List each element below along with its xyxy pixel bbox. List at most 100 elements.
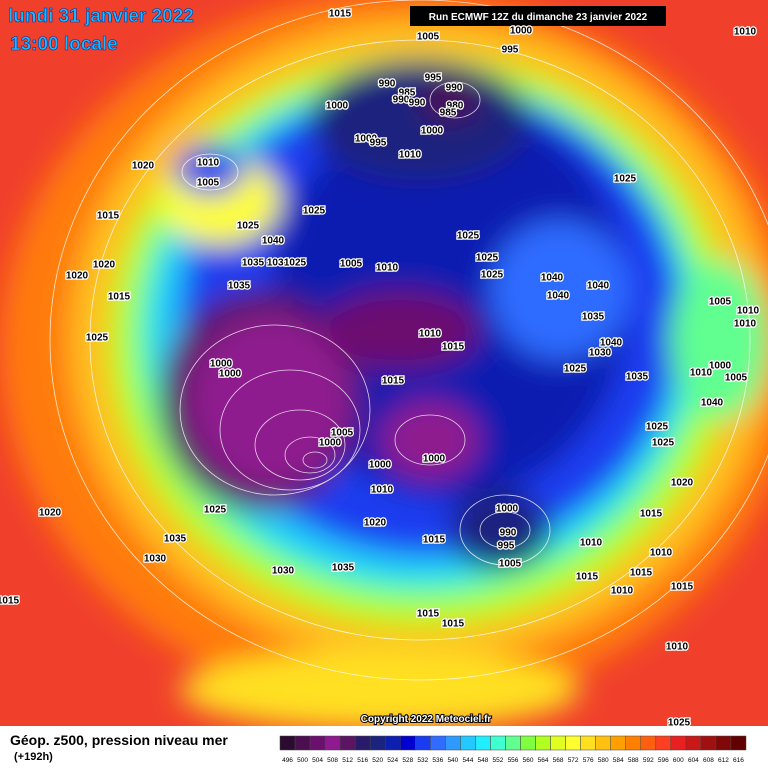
color-swatch [565, 735, 581, 751]
isobar-label: 1025 [646, 422, 669, 433]
isobar-label: 1010 [690, 368, 713, 379]
color-swatch [279, 735, 296, 751]
isobar-label: 1015 [671, 582, 694, 593]
isobar-label: 1030 [144, 554, 167, 565]
isobar-label: 1015 [423, 535, 446, 546]
isobar-label: 1035 [164, 534, 187, 545]
isobar-label: 1025 [237, 221, 260, 232]
isobar-label: 1005 [709, 297, 732, 308]
isobar-label: 1000 [709, 361, 732, 372]
legend-title: Géop. z500, pression niveau mer [10, 732, 228, 748]
isobar-label: 1025 [284, 258, 307, 269]
isobar-label: 1000 [496, 504, 519, 515]
isobar-label: 1015 [417, 609, 440, 620]
color-swatch [400, 735, 416, 751]
isobar-label: 990 [500, 528, 517, 539]
isobar-label: 1000 [510, 26, 533, 37]
isobar-label: 1005 [725, 373, 748, 384]
isobar-label: 1000 [210, 359, 233, 370]
color-swatch [490, 735, 506, 751]
run-box [410, 6, 666, 26]
isobar-label: 995 [370, 138, 387, 149]
color-swatch [520, 735, 536, 751]
isobar-label: 1005 [499, 559, 522, 570]
isobar-label: 1025 [652, 438, 675, 449]
color-tick-label: 616 [733, 757, 744, 764]
isobar-label: 1010 [419, 329, 442, 340]
isobar-label: 1020 [66, 271, 89, 282]
color-tick-label: 564 [538, 757, 549, 764]
isobar-label: 1010 [734, 319, 757, 330]
isobar-label: 1020 [39, 508, 62, 519]
color-tick-label: 500 [297, 757, 308, 764]
isobar-label: 1030 [272, 566, 295, 577]
color-swatch [700, 735, 717, 751]
isobar-label: 1015 [442, 342, 465, 353]
color-tick-label: 508 [327, 757, 338, 764]
isobar-label: 1015 [108, 292, 131, 303]
color-swatch [294, 735, 311, 751]
isobar-label: 1010 [611, 586, 634, 597]
isobar-label: 990 [446, 83, 463, 94]
color-swatch [445, 735, 461, 751]
color-tick-label: 604 [688, 757, 699, 764]
isobar-label: 1000 [219, 369, 242, 380]
isobar-label: 1040 [600, 338, 623, 349]
isobar-label: 1040 [587, 281, 610, 292]
color-tick-label: 612 [718, 757, 729, 764]
isobar-label: 1015 [0, 596, 20, 607]
color-swatch [595, 735, 611, 751]
color-swatch [415, 735, 431, 751]
color-swatch [655, 735, 672, 751]
isobar-label: 1040 [262, 236, 285, 247]
isobar-label: 1020 [93, 260, 116, 271]
isobar-label: 1005 [331, 428, 354, 439]
isobar-label: 1025 [481, 270, 504, 281]
color-swatch [550, 735, 566, 751]
color-swatch [670, 735, 687, 751]
isobar-label: 1035 [626, 372, 649, 383]
isobar-label: 1000 [369, 460, 392, 471]
copyright: Copyright 2022 Meteociel.fr [361, 714, 492, 725]
color-tick-label: 556 [508, 757, 519, 764]
color-swatch [730, 735, 747, 751]
isobar-label: 1005 [340, 259, 363, 270]
color-swatch [505, 735, 521, 751]
color-bar: 496 500 504 508 512 516 520 524 528 532 536 540 544 5… [279, 735, 747, 764]
color-tick-label: 584 [613, 757, 624, 764]
color-swatch [625, 735, 642, 751]
isobar-label: 1000 [423, 454, 446, 465]
isobar-label: 1025 [614, 174, 637, 185]
color-tick-label: 560 [523, 757, 534, 764]
isobar-label: 1010 [371, 485, 394, 496]
color-tick-label: 576 [583, 757, 594, 764]
field [0, 0, 768, 726]
isobar-label: 1005 [417, 32, 440, 43]
isobar-label: 990 [409, 98, 426, 109]
isobar-label: 1025 [303, 206, 326, 217]
isobar-label: 1035 [242, 258, 265, 269]
isobar-label: 1025 [564, 364, 587, 375]
color-tick-label: 544 [462, 757, 473, 764]
isobar-label: 1015 [442, 619, 465, 630]
isobar-label: 985 [399, 88, 416, 99]
isobar-label: 1015 [382, 376, 405, 387]
color-tick-label: 588 [628, 757, 639, 764]
isobar-label: 1010 [737, 306, 760, 317]
isobar-label: 1015 [329, 9, 352, 20]
isobar-label: 1015 [97, 211, 120, 222]
color-swatch [685, 735, 702, 751]
isobar-label: 1010 [376, 263, 399, 274]
color-tick-label: 512 [342, 757, 353, 764]
color-swatch [309, 735, 326, 751]
isobar-label: 1010 [399, 150, 422, 161]
isobar-label: 980 [447, 101, 464, 112]
isobar-label: 1020 [364, 518, 387, 529]
isobar-label: 1025 [668, 718, 691, 729]
color-swatch [430, 735, 446, 751]
isobar-label: 1030 [589, 348, 612, 359]
isobar-label: 1020 [671, 478, 694, 489]
isobar-label: 1030 [267, 258, 290, 269]
